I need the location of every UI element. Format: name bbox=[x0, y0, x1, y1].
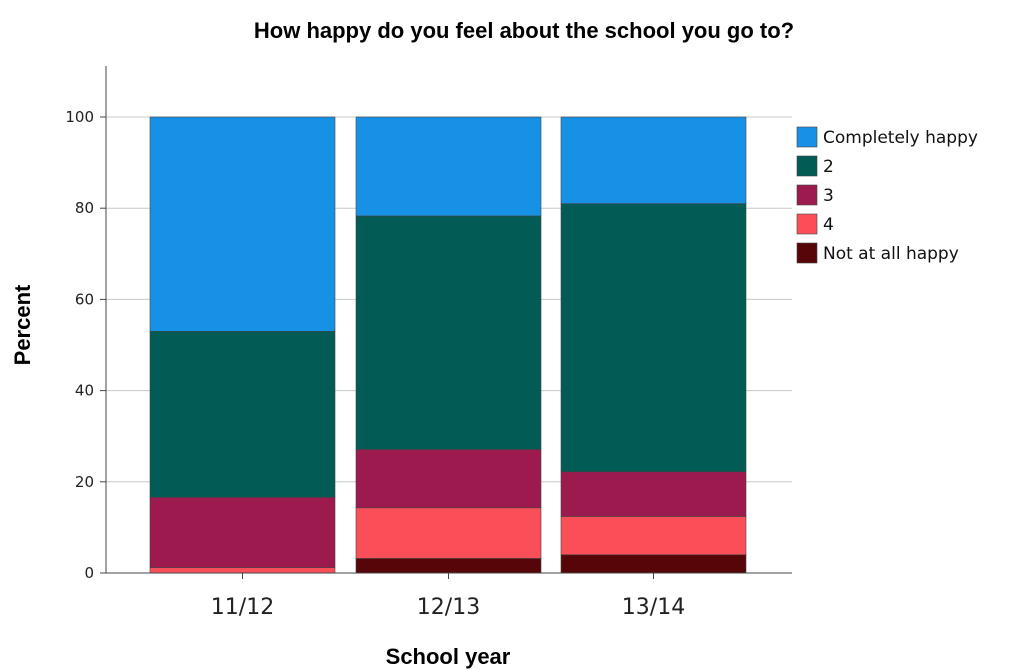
legend-label: 3 bbox=[823, 186, 834, 206]
legend: Completely happy 2 3 4 Not at all happy bbox=[796, 126, 978, 264]
legend-label: Not at all happy bbox=[823, 244, 959, 264]
bar-segment bbox=[355, 215, 542, 450]
legend-swatch bbox=[796, 213, 818, 235]
bar-segment bbox=[149, 116, 336, 332]
x-axis-title: School year bbox=[386, 644, 511, 669]
bar-segment bbox=[355, 116, 542, 217]
bar-segment bbox=[149, 497, 336, 568]
y-tick-label: 0 bbox=[84, 564, 94, 582]
bar-segment bbox=[149, 567, 336, 574]
y-tick-label: 80 bbox=[75, 199, 94, 217]
legend-swatch bbox=[796, 242, 818, 264]
x-ticks: 11/12 12/13 13/14 bbox=[211, 573, 685, 620]
y-tick-label: 60 bbox=[75, 290, 94, 308]
bar-segment bbox=[149, 331, 336, 498]
bar-segment bbox=[560, 116, 747, 204]
legend-label: Completely happy bbox=[823, 128, 978, 148]
legend-label: 4 bbox=[823, 215, 834, 235]
legend-swatch bbox=[796, 184, 818, 206]
x-tick-label: 12/13 bbox=[417, 595, 480, 620]
y-ticks: 0 20 40 60 80 100 bbox=[65, 108, 106, 582]
bar-segment bbox=[355, 449, 542, 509]
x-tick-label: 13/14 bbox=[622, 595, 685, 620]
bar-segment bbox=[560, 554, 747, 574]
legend-swatch bbox=[796, 155, 818, 177]
y-tick-label: 100 bbox=[65, 108, 94, 126]
bar-segment bbox=[560, 471, 747, 517]
y-axis-title: Percent bbox=[10, 284, 35, 365]
legend-label: 2 bbox=[823, 157, 834, 177]
chart-title: How happy do you feel about the school y… bbox=[254, 18, 794, 43]
bars bbox=[149, 116, 747, 574]
y-tick-label: 20 bbox=[75, 473, 94, 491]
bar-segment bbox=[355, 558, 542, 574]
bar-segment bbox=[355, 507, 542, 559]
bar-segment bbox=[560, 203, 747, 473]
x-tick-label: 11/12 bbox=[211, 595, 274, 620]
bar-segment bbox=[560, 516, 747, 556]
legend-swatch bbox=[796, 126, 818, 148]
y-tick-label: 40 bbox=[75, 382, 94, 400]
